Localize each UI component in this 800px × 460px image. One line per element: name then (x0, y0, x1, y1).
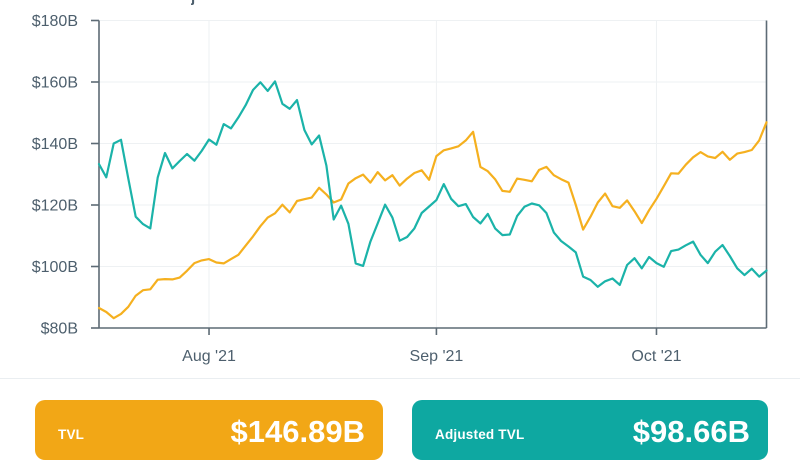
y-axis-label: $140B (32, 136, 78, 153)
x-axis-label: Oct '21 (631, 348, 681, 365)
tvl-card[interactable]: TVL $146.89B (35, 400, 383, 460)
page-title-text: j (191, 0, 195, 6)
series-line-tvl[interactable] (97, 121, 768, 320)
section-divider (0, 378, 800, 379)
x-axis-label: Aug '21 (182, 348, 236, 365)
y-axis-label: $80B (41, 321, 78, 338)
adjusted-tvl-card-label: Adjusted TVL (435, 427, 525, 442)
y-axis-label: $160B (32, 75, 78, 92)
y-axis-label: $100B (32, 259, 78, 276)
tvl-card-label: TVL (58, 427, 85, 442)
tvl-chart-canvas[interactable]: $180B $160B $140B $120B $100B $80B Aug '21 Sep … (0, 0, 800, 390)
adjusted-tvl-card[interactable]: Adjusted TVL $98.66B (412, 400, 768, 460)
adjusted-tvl-card-value: $98.66B (632, 414, 750, 449)
y-axis-label: $120B (32, 198, 78, 215)
y-axis-label: $180B (32, 13, 78, 30)
tvl-chart[interactable]: $180B $160B $140B $120B $100B $80B Aug '21 Sep … (0, 0, 800, 390)
tvl-card-value: $146.89B (230, 414, 365, 449)
series-line-adjusted-tvl[interactable] (97, 80, 768, 288)
x-axis-label: Sep '21 (410, 348, 464, 365)
page-title-fragment: j (191, 0, 215, 6)
